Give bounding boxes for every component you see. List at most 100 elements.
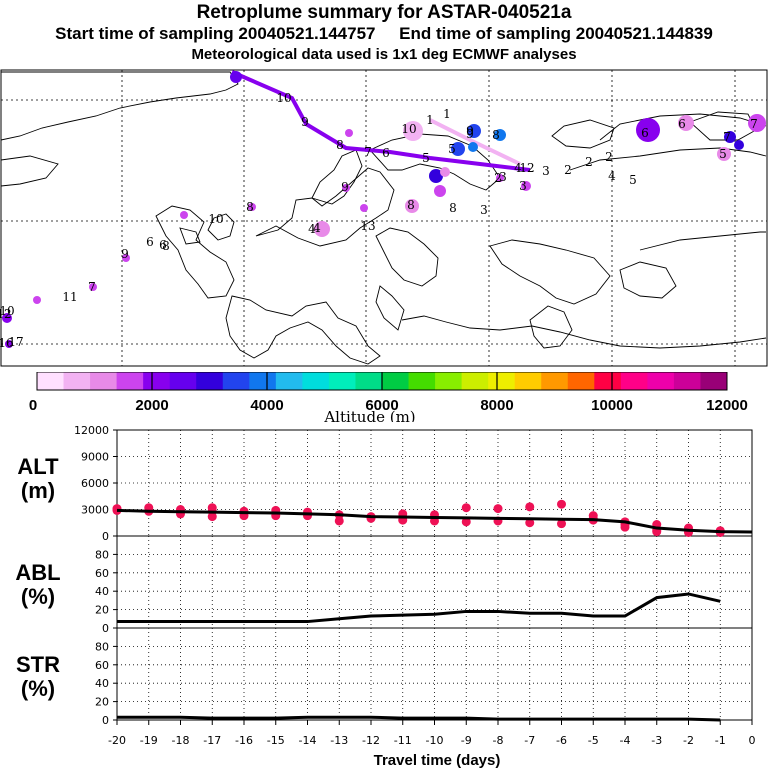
x-tick-label-17: -3	[651, 734, 662, 747]
map-day-number-8: 2	[585, 155, 593, 169]
map-day-number-37: 12	[0, 307, 12, 321]
plume-cluster-25	[89, 283, 97, 291]
colorbar-swatch-22	[620, 372, 648, 390]
map-day-number-22: 3	[519, 179, 527, 193]
map-day-number-39: 16	[0, 336, 14, 350]
colorbar-swatch-11	[328, 372, 356, 390]
map-day-number-17: 7	[723, 130, 731, 144]
panel-ytick-label-ABL-1: 20	[95, 604, 109, 617]
plume-cluster-22	[248, 203, 256, 211]
colorbar-swatch-9	[275, 372, 303, 390]
plume-trajectory	[231, 70, 531, 172]
map-day-number-5: 5	[422, 151, 430, 165]
x-tick-label-10: -10	[426, 734, 444, 747]
map-day-number-16: 6	[641, 126, 649, 140]
x-tick-label-16: -4	[620, 734, 631, 747]
map-day-number-23: 2	[494, 171, 502, 185]
colorbar-swatch-15	[435, 372, 463, 390]
x-tick-label-0: -20	[108, 734, 126, 747]
x-tick-label-1: -19	[140, 734, 158, 747]
x-axis-label: Travel time (days)	[374, 752, 501, 769]
colorbar-swatch-10	[302, 372, 330, 390]
panel-ylabel-ALT-1: (m)	[21, 478, 55, 503]
colorbar-tick-label-3: 6000	[365, 397, 398, 414]
map-day-number-29: 8	[246, 200, 254, 214]
panel-ylabel-ALT-0: ALT	[17, 454, 59, 479]
panel-ytick-label-STR-0: 0	[102, 714, 109, 727]
time-series-panels: 0 3000 6000 9000 12000 0 20 40 60 80 0 20 40 60 80 ALT…	[15, 424, 756, 769]
colorbar-tick-label-0: 0	[29, 397, 37, 414]
alt-point-14-1	[557, 519, 566, 529]
alt-point-13-1	[525, 518, 535, 528]
colorbar-swatch-1	[63, 372, 91, 390]
abl-line	[117, 592, 721, 624]
map-day-number-31: 6	[146, 235, 154, 249]
map-day-number-21: 2	[605, 150, 613, 164]
alt-mean-line	[116, 508, 753, 534]
colorbar-swatch-19	[541, 372, 569, 390]
plume-cluster-4	[451, 142, 465, 156]
panel-y-labels: ALT(m)ABL(%)STR(%)	[15, 454, 60, 701]
map-day-number-27: 10	[208, 212, 223, 226]
map-day-number-32: 8	[162, 239, 170, 253]
map-day-number-20: 7	[750, 117, 758, 131]
colorbar-label: Altitude (m)	[323, 408, 415, 422]
colorbar-swatch-12	[355, 372, 383, 390]
map-day-number-41: 3	[480, 203, 488, 217]
map-day-number-45: 3	[499, 170, 507, 184]
map-day-number-46: 4	[313, 221, 321, 235]
plume-cluster-11	[724, 131, 736, 143]
map-day-number-18: 5	[719, 147, 727, 161]
map-day-number-3: 7	[364, 145, 372, 159]
map-day-number-33: 6	[159, 238, 167, 252]
map-day-number-30: 9	[121, 247, 129, 261]
plume-cluster-20	[342, 184, 350, 192]
chart-title: Retroplume summary for ASTAR-040521a	[196, 2, 572, 23]
panel-frame-STR	[116, 627, 753, 721]
x-tick-label-9: -11	[394, 734, 412, 747]
panel-ytick-label-STR-1: 20	[95, 696, 109, 709]
colorbar-swatch-2	[90, 372, 118, 390]
end-time-label: End time of sampling 20040521.144839	[399, 24, 713, 43]
map-day-number-44: 2	[564, 163, 572, 177]
map-day-number-38: 13	[360, 219, 375, 233]
plume-cluster-24	[122, 254, 130, 262]
x-tick-label-11: -9	[461, 734, 472, 747]
x-tick-label-2: -18	[172, 734, 190, 747]
plume-cluster-18	[496, 174, 504, 182]
colorbar-swatch-17	[488, 372, 516, 390]
map-day-number-47: 8	[407, 198, 415, 212]
alt-point-3-2	[207, 512, 217, 522]
plume-cluster-10	[678, 115, 694, 131]
trajectory-line-secondary	[429, 118, 521, 166]
x-tick-label-4: -16	[235, 734, 253, 747]
str-line	[117, 715, 721, 722]
plume-cluster-21	[360, 204, 368, 212]
sampling-times: Start time of sampling 20040521.144757 E…	[0, 24, 768, 44]
alt-point-11-1	[461, 517, 471, 527]
plume-cluster-9	[636, 118, 660, 142]
colorbar-tick-label-2: 4000	[250, 397, 283, 414]
plume-cluster-8	[434, 185, 446, 197]
panel-ylabel-STR-0: STR	[16, 652, 60, 677]
x-tick-label-20: 0	[749, 734, 756, 747]
map-day-number-36: 10	[0, 304, 15, 318]
coastlines	[0, 71, 767, 365]
map-day-number-26: 9	[341, 180, 349, 194]
alt-point-13-0	[525, 502, 535, 512]
series-lines	[116, 508, 753, 722]
colorbar-ticks: 0 2000 4000 6000 8000 10000 12000	[29, 372, 748, 414]
plume-cluster-0	[230, 71, 242, 83]
colorbar-tick-label-1: 2000	[135, 397, 168, 414]
panel-ytick-label-ABL-3: 60	[95, 567, 109, 580]
map-frame	[0, 69, 768, 367]
x-tick-label-14: -6	[556, 734, 567, 747]
x-tick-label-18: -2	[683, 734, 694, 747]
panel-ytick-label-STR-4: 80	[95, 640, 109, 653]
plume-cluster-3	[494, 129, 506, 141]
colorbar-swatch-23	[647, 372, 675, 390]
colorbar-swatch-24	[673, 372, 701, 390]
colorbar-swatch-4	[143, 372, 171, 390]
colorbar-tick-label-5: 10000	[591, 397, 633, 414]
panel-ytick-label-ALT-1: 3000	[81, 504, 109, 517]
